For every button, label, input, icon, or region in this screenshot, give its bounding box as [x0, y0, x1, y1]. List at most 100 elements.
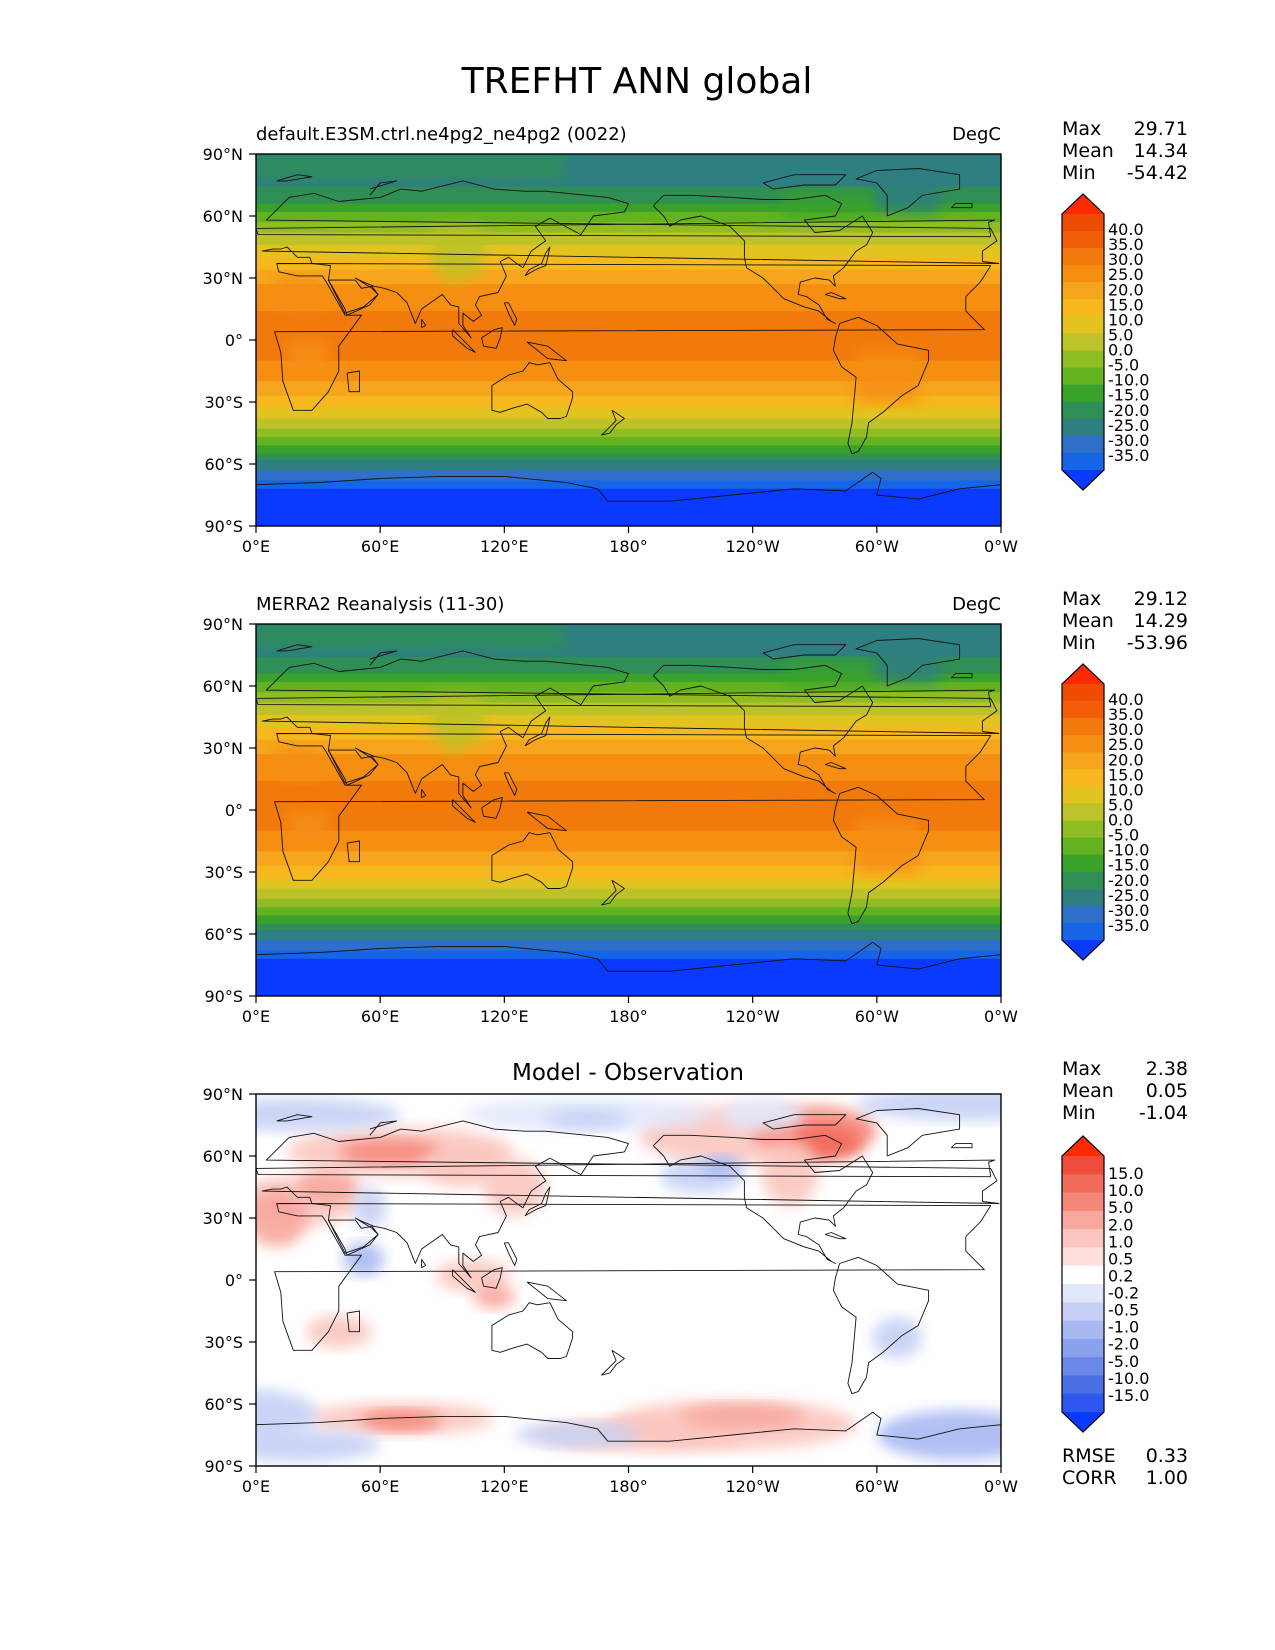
- panel-units: DegC: [952, 594, 1001, 615]
- colorbar-label: -20.0: [1108, 871, 1149, 890]
- stat-value-max: 29.12: [1134, 588, 1188, 610]
- contour-band: [256, 488, 1001, 526]
- contour-band: [256, 739, 1001, 755]
- colorbar-segment: [1062, 316, 1104, 334]
- contour-band: [256, 203, 1001, 213]
- stat-value-max: 2.38: [1146, 1058, 1188, 1080]
- lat-tick-label: 30°S: [204, 393, 243, 412]
- colorbar-segment: [1062, 282, 1104, 300]
- colorbar-label: -25.0: [1108, 886, 1149, 905]
- colorbar-label: 20.0: [1108, 280, 1144, 299]
- coastline: [452, 799, 476, 823]
- lat-tick-label: 30°N: [203, 739, 243, 758]
- colorbar-segment: [1062, 384, 1104, 403]
- colorbar-label: 0.0: [1108, 341, 1133, 360]
- lat-tick-label: 90°S: [204, 1457, 243, 1476]
- colorbar-label: 10.0: [1108, 1181, 1144, 1200]
- contour-region: [287, 810, 329, 841]
- lon-tick-label: 180°: [609, 1477, 648, 1496]
- colorbar-label: -20.0: [1108, 401, 1149, 420]
- lon-tick-label: 0°W: [984, 1477, 1018, 1496]
- stat-value-mean: 0.05: [1146, 1080, 1188, 1102]
- colorbar-label: 20.0: [1108, 750, 1144, 769]
- contour-band: [256, 269, 1001, 285]
- coastline: [526, 811, 567, 832]
- colorbar-label: -30.0: [1108, 431, 1149, 450]
- contour-region: [783, 661, 877, 686]
- colorbar-label: 30.0: [1108, 720, 1144, 739]
- colorbar-segment: [1062, 248, 1104, 266]
- coastline: [327, 1219, 379, 1254]
- anomaly-region: [256, 1098, 401, 1132]
- anomaly-region: [856, 1094, 1001, 1121]
- colorbar-label: 0.2: [1108, 1266, 1133, 1285]
- stat-label-mean: Mean: [1062, 1080, 1114, 1102]
- colorbar-extend-min: [1062, 1412, 1104, 1432]
- colorbar-segment: [1062, 435, 1104, 454]
- lon-tick-label: 60°W: [855, 537, 899, 556]
- colorbar-segment: [1062, 1192, 1104, 1212]
- lat-tick-label: 60°N: [203, 1147, 243, 1166]
- anomaly-region: [514, 1422, 639, 1448]
- colorbar-label: 1.0: [1108, 1232, 1133, 1251]
- colorbar-label: -35.0: [1108, 446, 1149, 465]
- colorbar-label: -10.0: [1108, 1369, 1149, 1388]
- colorbar-label: 2.0: [1108, 1215, 1133, 1234]
- colorbar-segment: [1062, 1357, 1104, 1376]
- lon-tick-label: 60°E: [361, 537, 399, 556]
- contour-band: [256, 888, 1001, 900]
- lon-tick-label: 120°E: [480, 1477, 529, 1496]
- colorbar-outline: [1061, 193, 1105, 491]
- colorbar: 40.035.030.025.020.015.010.05.00.0-5.0-1…: [1061, 663, 1149, 961]
- lon-tick-label: 0°W: [984, 537, 1018, 556]
- contour-band: [256, 428, 1001, 438]
- coastline: [601, 409, 625, 436]
- colorbar-segment: [1062, 1375, 1104, 1395]
- lat-tick-label: 90°S: [204, 987, 243, 1006]
- coastline: [256, 1411, 1001, 1442]
- stat-value-max: 29.71: [1134, 118, 1188, 140]
- colorbar-segment: [1062, 854, 1104, 873]
- coastline: [762, 644, 847, 660]
- contour-region: [256, 154, 567, 179]
- colorbar-segment: [1062, 1229, 1104, 1248]
- anomaly-region: [760, 1139, 819, 1206]
- lat-tick-label: 30°S: [204, 1333, 243, 1352]
- contour-band: [256, 754, 1001, 782]
- coastline: [762, 174, 847, 190]
- colorbar-label: 15.0: [1108, 1164, 1144, 1183]
- contour-band: [256, 408, 1001, 420]
- colorbar-segment: [1062, 1302, 1104, 1321]
- contour-region: [856, 820, 919, 872]
- colorbar-label: 35.0: [1108, 705, 1144, 724]
- coastline: [276, 1114, 313, 1122]
- colorbar-label: -15.0: [1108, 1386, 1149, 1405]
- colorbar-segment: [1062, 888, 1104, 907]
- coastline: [346, 370, 360, 393]
- contour-region: [256, 624, 567, 649]
- contour-band: [256, 453, 1001, 461]
- colorbar-label: 10.0: [1108, 780, 1144, 799]
- coastline: [274, 1203, 992, 1351]
- coastline: [452, 1269, 476, 1293]
- colorbar-extend-max: [1062, 1136, 1104, 1156]
- anomaly-region: [436, 1259, 511, 1293]
- coastline: [369, 180, 398, 196]
- lon-tick-label: 0°E: [242, 537, 270, 556]
- contour-band: [256, 211, 1001, 223]
- anomaly-region: [256, 1428, 381, 1462]
- coastline: [526, 1281, 567, 1302]
- lon-tick-label: 0°E: [242, 1477, 270, 1496]
- lat-tick-label: 90°N: [203, 1085, 243, 1104]
- lat-tick-label: 60°N: [203, 207, 243, 226]
- lon-tick-label: 60°W: [855, 1477, 899, 1496]
- contour-band: [256, 244, 1001, 258]
- colorbar-segment: [1062, 752, 1104, 770]
- coastline: [855, 638, 961, 687]
- colorbar-label: -15.0: [1108, 386, 1149, 405]
- metric-label-rmse: RMSE: [1062, 1445, 1116, 1467]
- lon-tick-label: 60°W: [855, 1007, 899, 1026]
- lat-tick-label: 0°: [225, 331, 243, 350]
- colorbar-segment: [1062, 1265, 1104, 1285]
- anomaly-region: [256, 1389, 319, 1440]
